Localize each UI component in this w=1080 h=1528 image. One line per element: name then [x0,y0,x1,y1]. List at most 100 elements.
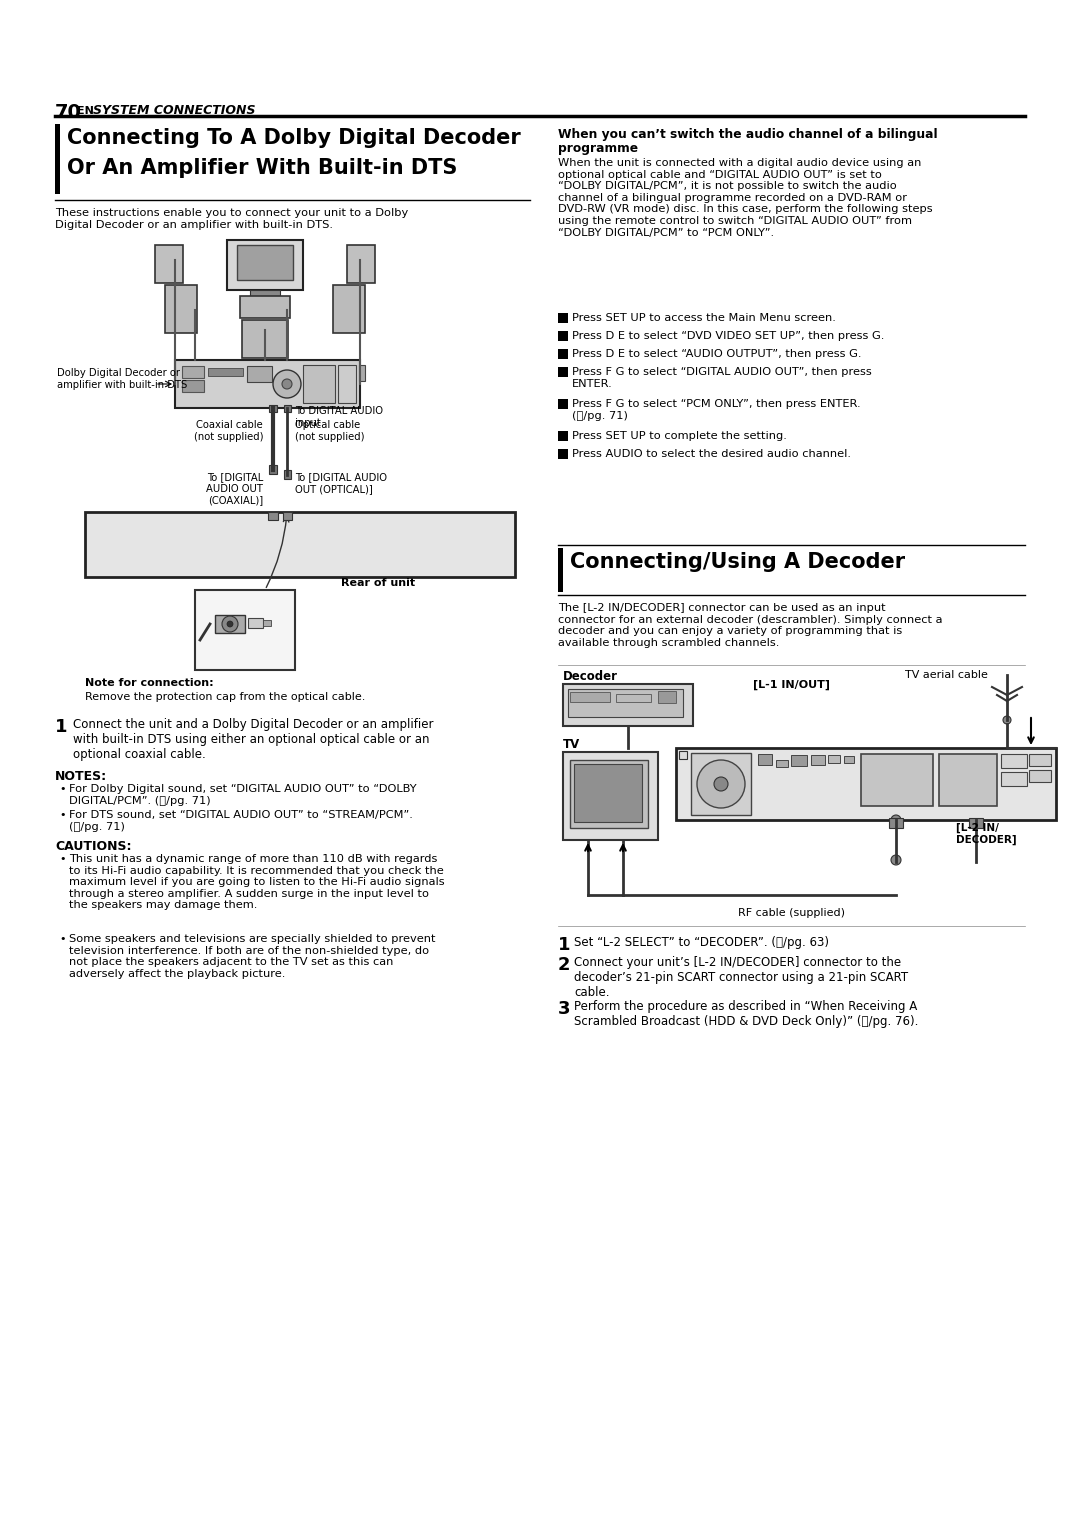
Text: TV aerial cable: TV aerial cable [905,669,988,680]
Bar [570,692,610,701]
Text: When the unit is connected with a digital audio device using an
optional optical: When the unit is connected with a digita… [558,157,933,237]
Bar [861,753,933,805]
Text: NOTES:: NOTES: [55,770,107,782]
Text: 5: 5 [559,399,566,410]
Bar [242,319,288,358]
Text: Optical cable
(not supplied): Optical cable (not supplied) [295,420,365,442]
Bar [55,124,60,194]
Text: Coaxial cable
(not supplied): Coaxial cable (not supplied) [193,420,264,442]
Bar [558,332,568,341]
Bar [227,240,303,290]
Text: Perform the procedure as described in “When Receiving A
Scrambled Broadcast (HDD: Perform the procedure as described in “W… [573,999,918,1028]
Text: SYSTEM CONNECTIONS: SYSTEM CONNECTIONS [93,104,256,118]
Text: Connecting To A Dolby Digital Decoder: Connecting To A Dolby Digital Decoder [67,128,521,148]
Text: 1: 1 [559,313,566,322]
Text: To DIGITAL AUDIO
input: To DIGITAL AUDIO input [295,406,383,428]
Bar [222,523,233,529]
Bar [420,533,445,545]
Bar [87,513,95,523]
Text: Press SET UP to access the Main Menu screen.: Press SET UP to access the Main Menu scr… [572,313,836,322]
Bar [828,755,840,762]
Bar [269,465,276,474]
Bar [249,290,280,296]
Text: To [DIGITAL AUDIO
OUT (OPTICAL)]: To [DIGITAL AUDIO OUT (OPTICAL)] [295,472,387,494]
Bar [183,367,204,377]
Bar [177,523,187,529]
Bar [165,286,197,333]
Text: Some speakers and televisions are specially shielded to prevent
television inter: Some speakers and televisions are specia… [69,934,435,979]
Text: Press F G to select “DIGITAL AUDIO OUT”, then press
ENTER.: Press F G to select “DIGITAL AUDIO OUT”,… [572,367,872,388]
Text: When you can’t switch the audio channel of a bilingual: When you can’t switch the audio channel … [558,128,937,141]
Text: •: • [59,934,66,944]
Text: Rear of unit: Rear of unit [341,578,415,588]
Text: Note for connection:: Note for connection: [85,678,214,688]
Bar [492,516,509,529]
Bar [1029,770,1051,782]
Bar [303,365,335,403]
Bar [265,520,335,568]
Bar [558,431,568,442]
Text: 3: 3 [559,348,566,359]
Text: Press D E to select “DVD VIDEO SET UP”, then press G.: Press D E to select “DVD VIDEO SET UP”, … [572,332,885,341]
Text: 3: 3 [558,999,570,1018]
Bar [420,520,445,532]
Circle shape [891,814,901,825]
Bar [448,533,470,544]
Bar [969,817,983,828]
Bar [268,512,278,520]
Text: TV: TV [563,738,580,750]
Text: This unit has a dynamic range of more than 110 dB with regards
to its Hi-Fi audi: This unit has a dynamic range of more th… [69,854,445,911]
Text: [L-2 IN/
DECODER]: [L-2 IN/ DECODER] [956,824,1016,845]
Bar [1001,772,1027,785]
Text: Connect your unit’s [L-2 IN/DECODER] connector to the
decoder’s 21-pin SCART con: Connect your unit’s [L-2 IN/DECODER] con… [573,957,908,999]
Bar [558,399,568,410]
Bar [758,753,772,766]
Text: Press F G to select “PCM ONLY”, then press ENTER.
(ⓒ/pg. 71): Press F G to select “PCM ONLY”, then pre… [572,399,861,420]
Circle shape [1003,717,1011,724]
Text: 2: 2 [559,332,566,341]
Bar [156,244,183,283]
Bar [558,348,568,359]
Text: Or An Amplifier With Built-in DTS: Or An Amplifier With Built-in DTS [67,157,457,177]
Text: To [DIGITAL
AUDIO OUT
(COAXIAL)]: To [DIGITAL AUDIO OUT (COAXIAL)] [206,472,264,506]
Bar [843,756,854,762]
Bar [235,520,245,529]
Text: 70: 70 [55,102,82,122]
Bar [283,512,292,520]
Circle shape [891,856,901,865]
Text: For Dolby Digital sound, set “DIGITAL AUDIO OUT” to “DOLBY
DIGITAL/PCM”. (ⓒ/pg. : For Dolby Digital sound, set “DIGITAL AU… [69,784,417,805]
Bar [558,367,568,377]
Circle shape [273,370,301,397]
Circle shape [697,759,745,808]
Text: Press D E to select “AUDIO OUTPUT”, then press G.: Press D E to select “AUDIO OUTPUT”, then… [572,348,862,359]
Bar [473,516,491,532]
Bar [359,365,365,380]
Bar [791,755,807,766]
Circle shape [105,523,149,565]
Circle shape [222,616,238,633]
Text: 1: 1 [558,937,570,953]
Bar [208,368,243,376]
Text: •: • [59,784,66,795]
Bar [676,749,1056,821]
Bar [195,590,295,669]
Text: Connect the unit and a Dolby Digital Decoder or an amplifier
with built-in DTS u: Connect the unit and a Dolby Digital Dec… [73,718,433,761]
Text: 1: 1 [55,718,67,736]
Bar [343,520,413,568]
Text: 7: 7 [559,449,566,458]
Bar [175,361,360,408]
Bar [558,449,568,458]
Bar [162,518,174,529]
Circle shape [227,620,233,626]
Text: 2: 2 [558,957,570,973]
Bar [691,753,751,814]
Text: Dolby Digital Decoder or
amplifier with built-in DTS: Dolby Digital Decoder or amplifier with … [57,368,187,390]
Bar [563,685,693,726]
Circle shape [714,778,728,792]
Circle shape [282,379,292,390]
Bar [333,286,365,333]
Text: [L-1 IN/OUT]: [L-1 IN/OUT] [753,680,831,691]
Text: Set “L-2 SELECT” to “DECODER”. (ⓒ/pg. 63): Set “L-2 SELECT” to “DECODER”. (ⓒ/pg. 63… [573,937,829,949]
Bar [192,520,207,529]
Text: 4: 4 [559,367,566,377]
